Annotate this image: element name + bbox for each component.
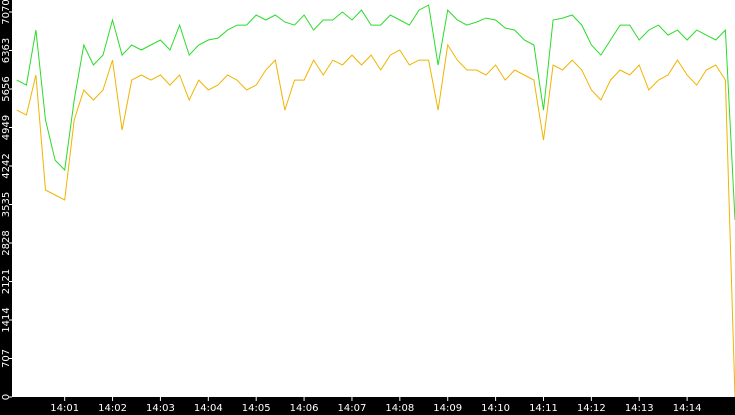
x-tick-label: 14:12 xyxy=(577,403,606,414)
x-tick-label: 14:14 xyxy=(673,403,702,414)
plot-area xyxy=(12,0,735,397)
x-tick-label: 14:03 xyxy=(146,403,175,414)
x-tick-label: 14:02 xyxy=(98,403,127,414)
series-line xyxy=(16,43,735,398)
y-tick-label: 707 xyxy=(1,349,12,368)
y-tick-label: 4242 xyxy=(1,153,12,178)
x-tick-label: 14:13 xyxy=(625,403,654,414)
x-tick-label: 14:10 xyxy=(481,403,510,414)
x-tick-label: 14:05 xyxy=(242,403,271,414)
x-tick-label: 14:04 xyxy=(194,403,223,414)
x-tick-label: 14:08 xyxy=(385,403,414,414)
x-tick-label: 14:07 xyxy=(338,403,367,414)
series-line xyxy=(16,4,735,221)
y-tick-label: 2121 xyxy=(1,269,12,294)
y-tick-label: 0 xyxy=(1,394,12,400)
y-tick-label: 4949 xyxy=(1,115,12,140)
y-tick-label: 7070 xyxy=(1,0,12,25)
y-tick-label: 1414 xyxy=(1,307,12,332)
y-tick-label: 3535 xyxy=(1,192,12,217)
x-tick-label: 14:01 xyxy=(50,403,79,414)
y-tick-label: 6363 xyxy=(1,38,12,63)
x-tick-label: 14:11 xyxy=(529,403,558,414)
y-tick-label: 5656 xyxy=(1,76,12,101)
x-tick-label: 14:09 xyxy=(433,403,462,414)
y-tick-label: 2828 xyxy=(1,230,12,255)
x-tick-label: 14:06 xyxy=(290,403,319,414)
